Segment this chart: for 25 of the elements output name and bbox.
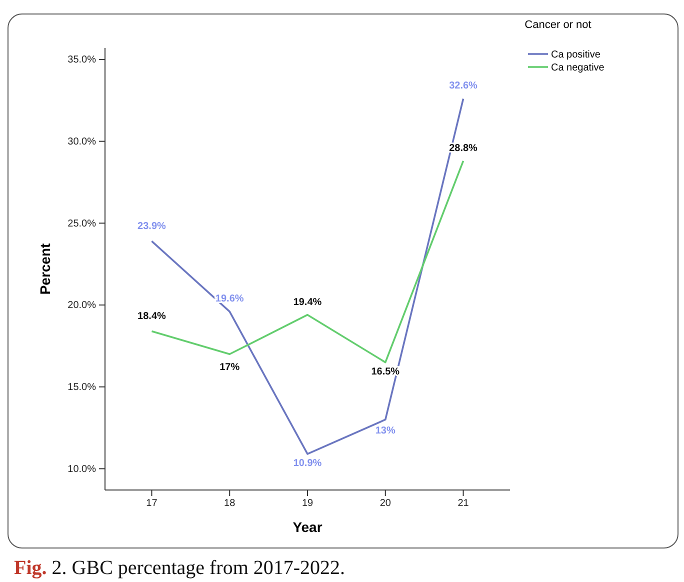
x-tick-label: 20 — [380, 498, 392, 510]
data-label: 10.9% — [293, 458, 322, 469]
legend-title: Cancer or not — [524, 19, 592, 31]
x-tick-label: 17 — [146, 498, 158, 510]
legend-label: Ca negative — [551, 62, 605, 74]
y-tick-label: 15.0% — [68, 382, 96, 394]
y-tick-label: 35.0% — [68, 54, 96, 66]
data-label: 32.6% — [449, 80, 478, 92]
x-tick-label: 18 — [224, 498, 236, 510]
x-tick-label: 19 — [302, 498, 314, 510]
y-tick-label: 20.0% — [68, 300, 96, 312]
y-tick-label: 30.0% — [68, 136, 96, 148]
y-tick-label: 10.0% — [68, 464, 96, 475]
data-label: 23.9% — [138, 221, 166, 232]
data-label: 17% — [220, 362, 240, 374]
legend-label: Ca positive — [551, 50, 601, 60]
data-label: 19.6% — [215, 294, 244, 305]
data-label: 13% — [375, 426, 396, 437]
caption: Fig. 2. GBC percentage from 2017-2022. — [14, 557, 346, 579]
y-tick-label: 25.0% — [68, 218, 96, 230]
y-axis-title: Percent — [37, 242, 53, 295]
data-label: 18.4% — [138, 311, 166, 322]
x-tick-label: 21 — [458, 498, 470, 510]
x-axis-title: Year — [292, 519, 323, 535]
data-label: 19.4% — [293, 296, 322, 308]
